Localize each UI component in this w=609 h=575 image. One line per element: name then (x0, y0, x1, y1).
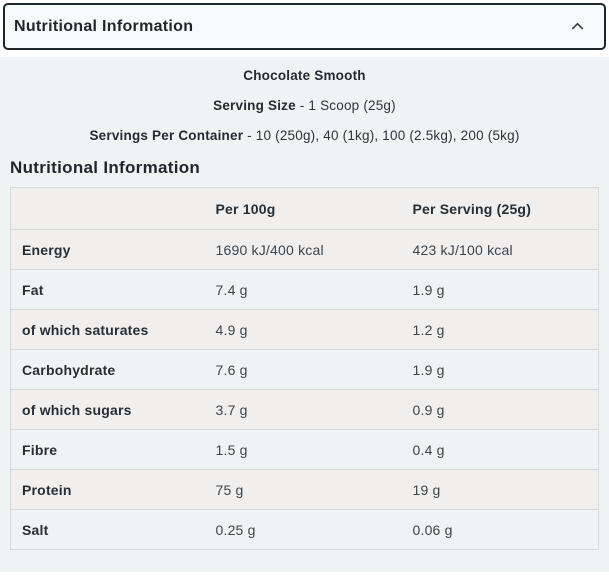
per-100g-value: 7.6 g (215, 361, 248, 378)
per-100g-value: 1.5 g (215, 441, 248, 458)
per-serving-value: 0.4 g (412, 441, 445, 458)
nutrition-table: Per 100g Per Serving (25g) Energy 1690 kJ… (10, 187, 599, 550)
nutrient-label: Fibre (22, 441, 58, 458)
servings-per-container-line: Servings Per Container - 10 (250g), 40 (… (10, 128, 599, 144)
per-serving-value: 1.2 g (412, 321, 445, 338)
serving-size-label: Serving Size (213, 98, 296, 113)
nutrient-label: of which saturates (22, 321, 149, 338)
per-serving-value: 1.9 g (412, 281, 445, 298)
serving-size-line: Serving Size - 1 Scoop (25g) (10, 98, 599, 114)
per-100g-value: 7.4 g (215, 281, 248, 298)
per-100g-value: 1690 kJ/400 kcal (215, 241, 324, 258)
per-serving-value: 19 g (412, 481, 441, 498)
col-header-nutrient (11, 188, 205, 230)
col-header-per-100g: Per 100g (215, 200, 276, 217)
per-100g-value: 4.9 g (215, 321, 248, 338)
accordion-title: Nutritional Information (14, 17, 194, 35)
serving-size-value: - 1 Scoop (25g) (299, 98, 396, 113)
col-header-per-serving: Per Serving (25g) (412, 200, 532, 217)
chevron-up-icon (571, 22, 584, 31)
flavour-name: Chocolate Smooth (243, 68, 366, 83)
servings-per-container-value: - 10 (250g), 40 (1kg), 100 (2.5kg), 200 … (247, 128, 520, 143)
table-row: Protein 75 g 19 g (10, 469, 599, 510)
nutrient-label: Carbohydrate (22, 361, 116, 378)
per-serving-value: 423 kJ/100 kcal (412, 241, 513, 258)
table-row: Fat 7.4 g 1.9 g (10, 270, 599, 310)
table-row: Fibre 1.5 g 0.4 g (10, 430, 599, 470)
accordion-header[interactable]: Nutritional Information (3, 3, 606, 50)
table-row: Salt 0.25 g 0.06 g (10, 510, 599, 550)
table-header-row: Per 100g Per Serving (25g) (10, 187, 599, 230)
nutrient-label: Energy (22, 241, 71, 258)
per-100g-value: 3.7 g (215, 401, 248, 418)
table-row: Energy 1690 kJ/400 kcal 423 kJ/100 kcal (10, 229, 599, 270)
nutrient-label: of which sugars (22, 401, 132, 418)
per-100g-value: 0.25 g (215, 521, 256, 538)
per-serving-value: 1.9 g (412, 361, 445, 378)
serving-info: Chocolate Smooth Serving Size - 1 Scoop … (10, 68, 599, 144)
table-row: Carbohydrate 7.6 g 1.9 g (10, 350, 599, 390)
nutritional-information-accordion: Nutritional Information Chocolate Smooth… (0, 3, 609, 572)
nutrition-table-body: Energy 1690 kJ/400 kcal 423 kJ/100 kcal Fat… (10, 229, 599, 550)
table-row: of which sugars 3.7 g 0.9 g (10, 389, 599, 430)
nutrition-panel: Chocolate Smooth Serving Size - 1 Scoop … (0, 57, 609, 572)
nutrient-label: Fat (22, 281, 44, 298)
nutrient-label: Salt (22, 521, 49, 538)
per-100g-value: 75 g (215, 481, 244, 498)
nutrient-label: Protein (22, 481, 72, 498)
table-row: of which saturates 4.9 g 1.2 g (10, 309, 599, 350)
section-heading: Nutritional Information (10, 158, 201, 177)
servings-per-container-label: Servings Per Container (89, 128, 244, 143)
per-serving-value: 0.9 g (412, 401, 445, 418)
per-serving-value: 0.06 g (412, 521, 453, 538)
